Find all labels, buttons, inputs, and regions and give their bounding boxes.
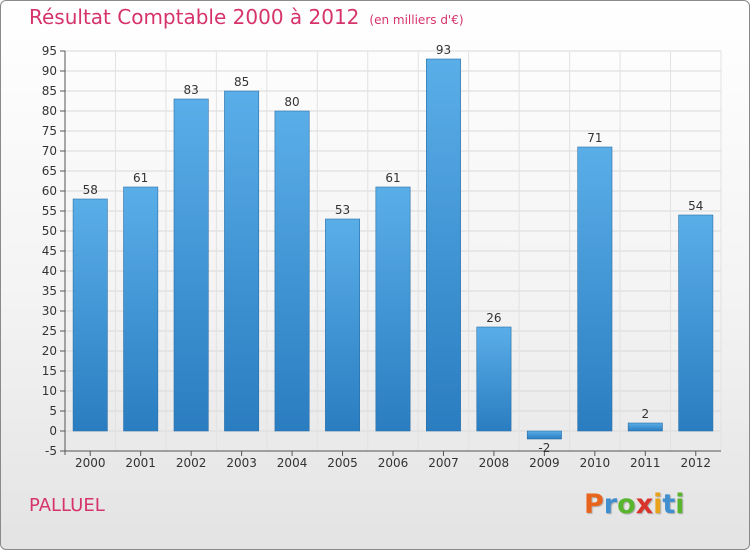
logo-letter: r [603, 489, 618, 520]
data-label-2001: 61 [133, 171, 148, 185]
x-tick-label-2011: 2011 [630, 456, 661, 470]
x-tick-label-2001: 2001 [125, 456, 156, 470]
y-tick-label: 15 [42, 364, 57, 378]
logo-letter: i [653, 489, 663, 520]
y-tick-label: 60 [42, 184, 57, 198]
y-tick-label: 75 [42, 124, 57, 138]
bar-2005 [325, 218, 360, 432]
y-tick-label: 80 [42, 104, 57, 118]
data-label-2003: 85 [234, 75, 249, 89]
data-label-2005: 53 [335, 203, 350, 217]
chart-title: Résultat Comptable 2000 à 2012 (en millie… [29, 5, 464, 29]
logo-letter: P [584, 489, 604, 520]
data-label-2004: 80 [284, 95, 299, 109]
y-tick-label: 55 [42, 204, 57, 218]
bar-2011 [627, 422, 663, 432]
x-tick-label-2007: 2007 [428, 456, 459, 470]
bars [72, 58, 714, 440]
data-label-2007: 93 [436, 43, 451, 57]
data-label-2009: -2 [538, 441, 550, 455]
bar-2006 [375, 186, 411, 432]
data-label-2012: 54 [688, 199, 703, 213]
chart-subtitle: (en milliers d'€) [369, 13, 464, 27]
logo-letter: x [635, 489, 654, 520]
y-tick-label: -5 [45, 444, 57, 458]
x-tick-label-2003: 2003 [226, 456, 257, 470]
y-tick-label: 90 [42, 64, 57, 78]
x-tick-label-2010: 2010 [580, 456, 611, 470]
bar-2009 [526, 430, 562, 440]
logo-letter: i [675, 489, 685, 520]
bar-2004 [274, 110, 310, 432]
data-label-2006: 61 [385, 171, 400, 185]
y-tick-label: 95 [42, 44, 57, 58]
x-tick-label-2008: 2008 [479, 456, 510, 470]
x-tick-label-2000: 2000 [75, 456, 106, 470]
x-tick-label-2005: 2005 [327, 456, 358, 470]
data-label-2008: 26 [486, 311, 501, 325]
y-tick-label: 70 [42, 144, 57, 158]
y-tick-label: 0 [49, 424, 57, 438]
y-tick-label: 40 [42, 264, 57, 278]
logo-letter: o [617, 489, 636, 520]
y-tick-label: 5 [49, 404, 57, 418]
y-tick-label: 65 [42, 164, 57, 178]
x-tick-label-2009: 2009 [529, 456, 560, 470]
x-tick-label-2006: 2006 [378, 456, 409, 470]
bar-2003 [224, 90, 260, 432]
bar-2002 [173, 98, 209, 432]
y-tick-label: 85 [42, 84, 57, 98]
y-tick-label: 45 [42, 244, 57, 258]
y-tick-label: 50 [42, 224, 57, 238]
y-tick-label: 35 [42, 284, 57, 298]
x-tick-label-2002: 2002 [176, 456, 207, 470]
bar-2012 [678, 214, 714, 432]
data-label-2002: 83 [184, 83, 199, 97]
y-tick-label: 30 [42, 304, 57, 318]
bar-2001 [123, 186, 159, 432]
x-tick-label-2004: 2004 [277, 456, 308, 470]
axes: -5 0 5 10 15 20 25 30 35 40 45 50 55 60 65 70 75 80 85 90 95… [42, 44, 721, 470]
data-label-2011: 2 [641, 407, 649, 421]
bar-2000 [72, 198, 108, 432]
bar-2010 [577, 146, 613, 432]
x-tick-label-2012: 2012 [680, 456, 711, 470]
logo-letter: t [662, 489, 676, 520]
data-label-2000: 58 [83, 183, 98, 197]
proxiti-logo: Proxiti [584, 489, 685, 520]
data-label-2010: 71 [587, 131, 602, 145]
y-tick-label: 10 [42, 384, 57, 398]
place-name: PALLUEL [29, 495, 105, 516]
data-labels: 58 61 83 85 80 53 61 93 26 -2 71 2 54 [83, 43, 704, 455]
bar-2008 [476, 326, 512, 432]
y-tick-label: 20 [42, 344, 57, 358]
y-tick-label: 25 [42, 324, 57, 338]
chart-title-text: Résultat Comptable 2000 à 2012 [29, 5, 360, 29]
bar-2007 [426, 58, 461, 432]
